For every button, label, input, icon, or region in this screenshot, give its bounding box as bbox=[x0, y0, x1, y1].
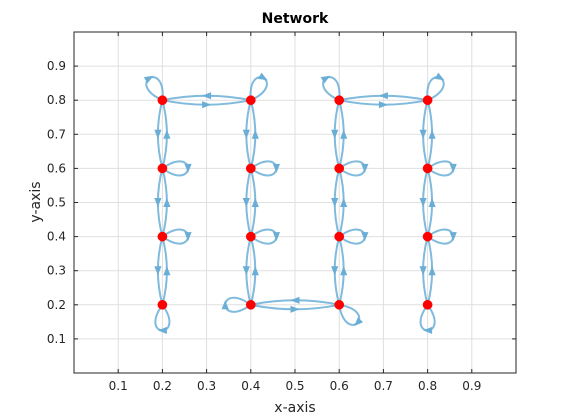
x-tick-label: 0.7 bbox=[374, 379, 393, 393]
edge-arrow-10-6 bbox=[251, 198, 259, 207]
self-loop-arrow-8 bbox=[449, 163, 457, 173]
x-tick-label: 0.9 bbox=[462, 379, 481, 393]
edge-arrow-15-11 bbox=[340, 266, 348, 276]
self-loop-arrow-5 bbox=[184, 163, 192, 173]
x-tick-label: 0.4 bbox=[241, 379, 260, 393]
y-tick-label: 0.1 bbox=[47, 332, 66, 346]
y-tick-label: 0.7 bbox=[47, 127, 66, 141]
node-13 bbox=[157, 299, 168, 310]
x-tick-label: 0.3 bbox=[197, 379, 216, 393]
x-tick-label: 0.6 bbox=[330, 379, 349, 393]
x-tick-label: 0.1 bbox=[109, 379, 128, 393]
node-7 bbox=[334, 163, 345, 174]
node-1 bbox=[157, 95, 168, 106]
edge-arrow-5-1 bbox=[163, 129, 171, 139]
edge-arrow-3-4 bbox=[378, 101, 388, 109]
axis-ticks: 0.1 0.2 0.3 0.4 0.5 0.6 0.7 0.8 0.9 0.1 0.2 0.3 0.4 0… bbox=[47, 32, 516, 393]
edge-arrow-5-9 bbox=[154, 198, 162, 207]
edge-arrow-11-15 bbox=[331, 266, 339, 276]
edge-arrow-1-2 bbox=[202, 101, 212, 109]
node-12 bbox=[422, 231, 433, 242]
node-3 bbox=[334, 95, 345, 106]
self-loop-arrow-10 bbox=[272, 232, 281, 242]
y-tick-label: 0.2 bbox=[47, 298, 66, 312]
edge-arrow-8-4 bbox=[428, 129, 436, 139]
self-loop-arrow-6 bbox=[272, 163, 281, 173]
y-tick-label: 0.8 bbox=[47, 93, 66, 107]
edge-arrow-2-6 bbox=[242, 129, 250, 139]
edge-arrow-9-13 bbox=[154, 266, 162, 276]
edge-arrow-12-16 bbox=[419, 266, 427, 276]
self-loop-arrow-4 bbox=[434, 72, 445, 81]
edge-arrow-10-14 bbox=[242, 266, 250, 276]
x-tick-label: 0.8 bbox=[418, 379, 437, 393]
node-5 bbox=[157, 163, 168, 174]
self-loop-arrow-15 bbox=[354, 317, 364, 327]
edge-arrow-2-1 bbox=[202, 92, 212, 100]
node-14 bbox=[245, 299, 256, 310]
y-tick-label: 0.6 bbox=[47, 161, 66, 175]
chart-title: Network bbox=[262, 11, 329, 27]
self-loop-arrow-16 bbox=[423, 326, 433, 335]
x-tick-label: 0.5 bbox=[285, 379, 304, 393]
node-8 bbox=[422, 163, 433, 174]
grid bbox=[74, 32, 516, 373]
edge-arrow-4-8 bbox=[419, 129, 427, 139]
edge-arrow-4-3 bbox=[378, 92, 388, 100]
node-11 bbox=[334, 231, 345, 242]
node-2 bbox=[245, 95, 256, 106]
self-loop-arrow-1 bbox=[143, 75, 154, 84]
edge-arrow-7-11 bbox=[331, 198, 339, 207]
edge-arrow-6-2 bbox=[251, 129, 259, 139]
edges bbox=[143, 72, 457, 335]
y-tick-label: 0.3 bbox=[47, 264, 66, 278]
self-loop-arrow-9 bbox=[184, 232, 192, 242]
self-loop-arrow-13 bbox=[157, 326, 167, 335]
node-16 bbox=[422, 299, 433, 310]
edge-arrow-14-15 bbox=[290, 305, 300, 313]
y-tick-label: 0.4 bbox=[47, 230, 66, 244]
nodes bbox=[157, 95, 433, 310]
edge-arrow-13-9 bbox=[163, 266, 171, 276]
edge-arrow-7-3 bbox=[340, 129, 348, 139]
edge-arrow-9-5 bbox=[163, 198, 171, 207]
self-loop-arrow-14 bbox=[221, 300, 229, 310]
y-axis-label: y-axis bbox=[28, 181, 44, 222]
self-loop-arrow-12 bbox=[449, 232, 457, 242]
self-loop-arrow-7 bbox=[361, 163, 369, 173]
edge-arrow-15-14 bbox=[290, 296, 300, 304]
edge-arrow-14-10 bbox=[251, 266, 259, 276]
y-tick-label: 0.9 bbox=[47, 59, 66, 73]
node-10 bbox=[245, 231, 256, 242]
edge-arrow-1-5 bbox=[154, 129, 162, 139]
edge-arrow-8-12 bbox=[419, 198, 427, 207]
edge-arrow-3-7 bbox=[331, 129, 339, 139]
edge-arrow-16-12 bbox=[428, 266, 436, 276]
node-6 bbox=[245, 163, 256, 174]
x-tick-label: 0.2 bbox=[153, 379, 172, 393]
node-15 bbox=[334, 299, 345, 310]
self-loop-arrow-2 bbox=[257, 72, 268, 81]
self-loop-arrow-11 bbox=[361, 232, 369, 242]
edge-arrow-11-7 bbox=[340, 198, 348, 207]
x-axis-label: x-axis bbox=[274, 400, 315, 416]
y-tick-label: 0.5 bbox=[47, 196, 66, 210]
edge-arrow-12-8 bbox=[428, 198, 436, 207]
node-4 bbox=[422, 95, 433, 106]
node-9 bbox=[157, 231, 168, 242]
edge-arrow-6-10 bbox=[242, 198, 250, 207]
self-loop-arrow-3 bbox=[320, 75, 331, 84]
